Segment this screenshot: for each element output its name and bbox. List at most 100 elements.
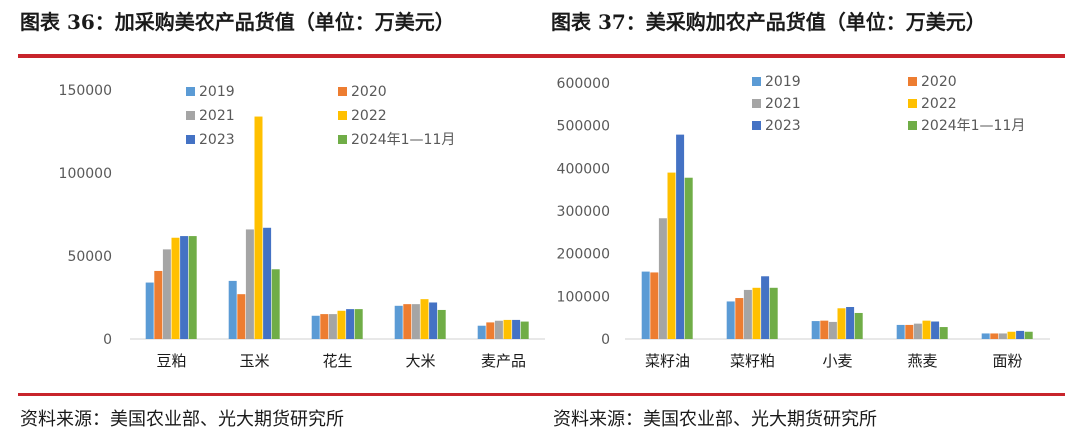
- y-tick-label: 200000: [557, 247, 610, 263]
- bar: [437, 309, 446, 339]
- bar: [503, 319, 512, 339]
- legend-label: 2019: [765, 74, 801, 90]
- bottom-rule: [18, 393, 1065, 396]
- bar: [769, 287, 778, 339]
- x-category-label: 花生: [322, 352, 352, 370]
- x-category-label: 麦产品: [481, 352, 526, 370]
- y-tick-label: 150000: [59, 83, 112, 99]
- x-category-label: 玉米: [239, 352, 269, 370]
- bar: [1016, 330, 1025, 339]
- top-rule: [18, 54, 1065, 58]
- bar: [828, 321, 837, 339]
- y-tick-label: 300000: [557, 204, 610, 220]
- bar: [820, 320, 829, 339]
- bar: [650, 272, 659, 339]
- bar: [320, 314, 329, 339]
- bar: [145, 282, 154, 339]
- legend-swatch: [186, 135, 195, 144]
- legend-swatch: [338, 135, 347, 144]
- y-tick-label: 400000: [557, 161, 610, 177]
- legend-swatch: [908, 99, 917, 108]
- bar: [743, 289, 752, 339]
- bar: [512, 319, 521, 339]
- bar: [913, 323, 922, 339]
- y-tick-label: 50000: [67, 249, 112, 265]
- bar: [854, 312, 863, 339]
- bar: [990, 333, 999, 339]
- bar: [761, 276, 770, 339]
- bar: [394, 305, 403, 339]
- legend-swatch: [338, 111, 347, 120]
- bar: [411, 304, 420, 339]
- legend-label: 2020: [351, 84, 387, 100]
- bar: [271, 269, 280, 339]
- y-tick-label: 0: [103, 332, 112, 348]
- legend-label: 2022: [921, 96, 957, 112]
- legend-swatch: [338, 87, 347, 96]
- legend-swatch: [752, 99, 761, 108]
- x-category-label: 燕麦: [907, 352, 937, 370]
- bar: [998, 333, 1007, 339]
- legend-swatch: [908, 121, 917, 130]
- bar: [245, 229, 254, 339]
- chart-title-36: 图表 36：加采购美农产品货值（单位：万美元）: [20, 10, 455, 34]
- legend-label: 2021: [765, 96, 801, 112]
- bar: [228, 280, 237, 339]
- x-category-label: 豆粕: [156, 352, 186, 370]
- bar: [328, 314, 337, 339]
- x-category-label: 大米: [405, 352, 435, 370]
- source-note-36: 资料来源：美国农业部、光大期货研究所: [20, 409, 344, 430]
- legend-label: 2023: [765, 118, 801, 134]
- bar: [667, 172, 676, 339]
- bar: [420, 299, 429, 339]
- bar: [939, 327, 948, 339]
- y-tick-label: 500000: [557, 119, 610, 135]
- bar: [263, 227, 272, 339]
- legend-label: 2020: [921, 74, 957, 90]
- x-category-label: 菜籽粕: [730, 352, 775, 370]
- bar: [811, 321, 820, 339]
- bar: [1007, 331, 1016, 339]
- bar: [494, 320, 503, 339]
- legend-swatch: [752, 77, 761, 86]
- bar: [684, 177, 693, 339]
- bar: [171, 237, 180, 339]
- x-category-label: 面粉: [992, 352, 1022, 370]
- x-category-label: 小麦: [822, 352, 852, 370]
- bar: [735, 298, 744, 339]
- bar: [846, 307, 855, 339]
- bar: [162, 249, 171, 339]
- y-tick-label: 100000: [59, 166, 112, 182]
- bar: [180, 236, 189, 339]
- bar: [486, 322, 495, 339]
- bar: [403, 304, 412, 339]
- chart-title-37: 图表 37：美采购加农产品货值（单位：万美元）: [551, 10, 986, 34]
- legend-label: 2021: [199, 108, 235, 124]
- bar: [837, 308, 846, 339]
- bar: [905, 324, 914, 339]
- bar: [931, 321, 940, 339]
- bar: [237, 294, 246, 339]
- legend-swatch: [186, 111, 195, 120]
- bar: [254, 116, 263, 339]
- legend-label: 2024年1—11月: [351, 132, 455, 148]
- bar: [337, 310, 346, 339]
- bar: [676, 134, 685, 339]
- bar: [311, 315, 320, 339]
- bar: [477, 325, 486, 339]
- bar: [520, 321, 529, 339]
- bar: [726, 301, 735, 339]
- legend-label: 2024年1—11月: [921, 118, 1025, 134]
- bar: [896, 324, 905, 339]
- bar: [354, 309, 363, 339]
- y-tick-label: 600000: [557, 76, 610, 92]
- bar: [1024, 331, 1033, 339]
- bar: [641, 271, 650, 339]
- legend-swatch: [752, 121, 761, 130]
- x-category-label: 菜籽油: [645, 352, 690, 370]
- y-tick-label: 100000: [557, 289, 610, 305]
- bar: [429, 302, 438, 339]
- legend-label: 2019: [199, 84, 235, 100]
- bar: [752, 287, 761, 339]
